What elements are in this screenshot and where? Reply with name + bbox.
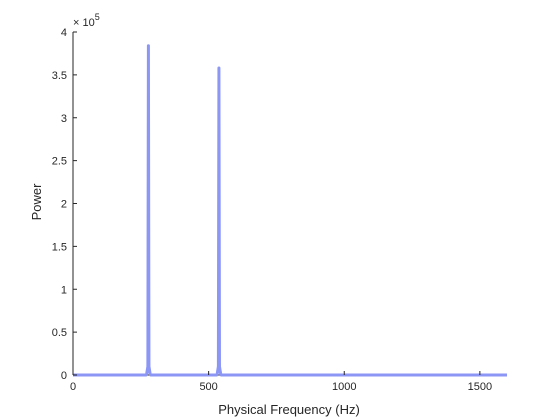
y-tick-label: 0.5	[52, 327, 67, 339]
x-axis-label: Physical Frequency (Hz)	[218, 402, 360, 417]
y-tick-label: 3	[61, 113, 67, 125]
y-axis-label: Power	[29, 183, 44, 221]
x-tick-label: 0	[70, 381, 76, 393]
y-multiplier-label: × 105	[73, 12, 100, 29]
y-tick-label: 3.5	[52, 70, 67, 82]
x-tick-label: 1500	[468, 381, 492, 393]
y-multiplier-base: × 10	[73, 17, 95, 29]
y-multiplier-exponent: 5	[95, 12, 100, 22]
x-tick-label: 1000	[332, 381, 356, 393]
y-tick-label: 1.5	[52, 241, 67, 253]
axes	[72, 32, 507, 376]
series-group	[73, 44, 507, 377]
y-tick-label: 2	[61, 199, 67, 211]
series-line	[73, 44, 507, 377]
y-tick-label: 1	[61, 284, 67, 296]
y-tick-label: 2.5	[52, 156, 67, 168]
x-tick-label: 500	[199, 381, 217, 393]
y-tick-label: 4	[61, 27, 67, 39]
y-tick-label: 0	[61, 370, 67, 382]
ticks: 0 500 1000 1500 0 0.5 1 1.5 2 2.5 3 3.5 4	[52, 27, 492, 393]
